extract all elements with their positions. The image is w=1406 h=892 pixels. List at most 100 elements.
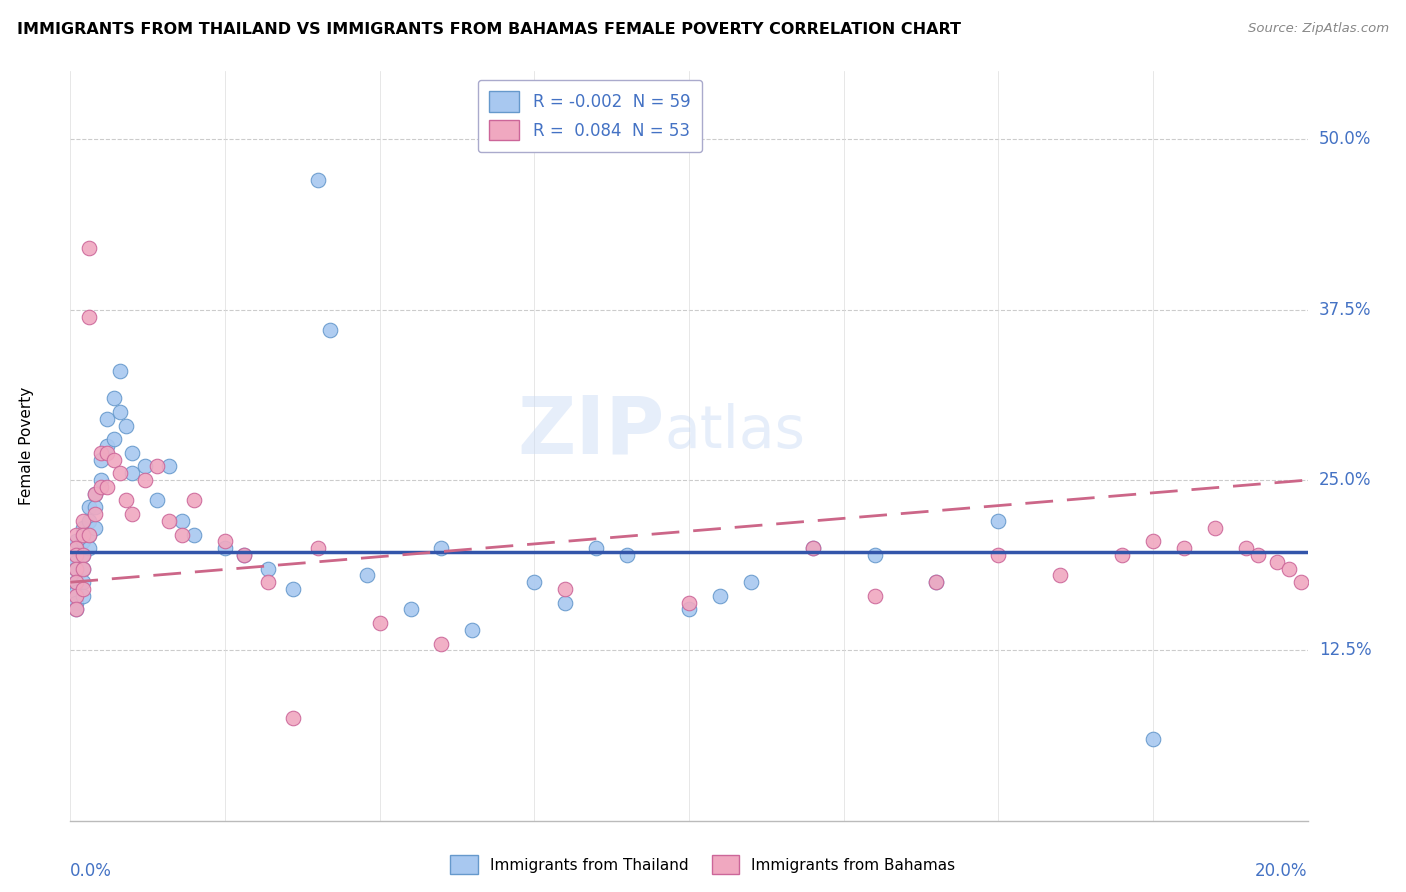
Point xyxy=(72,548,94,562)
Point xyxy=(801,541,824,556)
Point xyxy=(65,584,87,599)
Point xyxy=(307,173,329,187)
Point xyxy=(281,711,304,725)
Point xyxy=(134,473,156,487)
Point xyxy=(103,452,125,467)
Text: 50.0%: 50.0% xyxy=(1319,130,1371,148)
Point xyxy=(72,514,94,528)
Point xyxy=(65,602,87,616)
Point xyxy=(65,541,87,556)
Point xyxy=(1291,575,1313,590)
Point xyxy=(925,575,948,590)
Point xyxy=(399,602,422,616)
Point xyxy=(319,323,342,337)
Legend: Immigrants from Thailand, Immigrants from Bahamas: Immigrants from Thailand, Immigrants fro… xyxy=(444,849,962,880)
Point xyxy=(281,582,304,596)
Point xyxy=(65,561,87,575)
Point xyxy=(115,493,138,508)
Point xyxy=(72,575,94,590)
Point xyxy=(90,473,112,487)
Point xyxy=(84,507,107,521)
Point xyxy=(1247,548,1270,562)
Point xyxy=(257,561,280,575)
Point xyxy=(1142,731,1164,746)
Point xyxy=(77,514,100,528)
Point xyxy=(1265,555,1288,569)
Point xyxy=(77,310,100,324)
Point xyxy=(678,596,700,610)
Point xyxy=(65,548,87,562)
Point xyxy=(257,575,280,590)
Text: Source: ZipAtlas.com: Source: ZipAtlas.com xyxy=(1249,22,1389,36)
Point xyxy=(72,534,94,549)
Point xyxy=(1111,548,1133,562)
Point xyxy=(368,616,391,631)
Text: 0.0%: 0.0% xyxy=(70,862,112,880)
Point xyxy=(121,507,143,521)
Point xyxy=(214,541,236,556)
Point xyxy=(134,459,156,474)
Point xyxy=(157,459,180,474)
Point xyxy=(72,548,94,562)
Point xyxy=(65,575,87,590)
Point xyxy=(430,541,453,556)
Point xyxy=(1234,541,1257,556)
Point xyxy=(90,480,112,494)
Point xyxy=(801,541,824,556)
Point xyxy=(987,514,1010,528)
Point xyxy=(709,589,731,603)
Point xyxy=(307,541,329,556)
Point xyxy=(90,446,112,460)
Point xyxy=(146,459,169,474)
Point xyxy=(146,493,169,508)
Point xyxy=(65,555,87,569)
Text: 25.0%: 25.0% xyxy=(1319,471,1371,489)
Point xyxy=(863,589,886,603)
Point xyxy=(1204,521,1226,535)
Point xyxy=(987,548,1010,562)
Point xyxy=(77,527,100,541)
Text: 37.5%: 37.5% xyxy=(1319,301,1371,318)
Point xyxy=(121,467,143,481)
Point xyxy=(115,418,138,433)
Legend: R = -0.002  N = 59, R =  0.084  N = 53: R = -0.002 N = 59, R = 0.084 N = 53 xyxy=(478,79,702,152)
Point xyxy=(232,548,254,562)
Point xyxy=(678,602,700,616)
Point xyxy=(77,541,100,556)
Text: 12.5%: 12.5% xyxy=(1319,641,1371,659)
Point xyxy=(65,589,87,603)
Point xyxy=(77,527,100,541)
Text: Female Poverty: Female Poverty xyxy=(20,387,35,505)
Point xyxy=(65,596,87,610)
Point xyxy=(1173,541,1195,556)
Point xyxy=(72,561,94,575)
Point xyxy=(96,480,118,494)
Point xyxy=(96,411,118,425)
Point xyxy=(1049,568,1071,582)
Point xyxy=(170,527,193,541)
Point xyxy=(585,541,607,556)
Point xyxy=(96,446,118,460)
Point xyxy=(103,432,125,446)
Point xyxy=(183,527,205,541)
Point xyxy=(616,548,638,562)
Text: atlas: atlas xyxy=(664,402,806,459)
Point xyxy=(863,548,886,562)
Point xyxy=(925,575,948,590)
Point xyxy=(90,452,112,467)
Point xyxy=(65,575,87,590)
Point xyxy=(65,548,87,562)
Point xyxy=(461,623,484,637)
Point xyxy=(72,521,94,535)
Point xyxy=(72,582,94,596)
Point xyxy=(65,561,87,575)
Point xyxy=(170,514,193,528)
Point xyxy=(103,392,125,406)
Point xyxy=(108,364,131,378)
Point xyxy=(108,405,131,419)
Point xyxy=(84,521,107,535)
Point xyxy=(430,636,453,650)
Point xyxy=(72,561,94,575)
Point xyxy=(214,534,236,549)
Text: 20.0%: 20.0% xyxy=(1256,862,1308,880)
